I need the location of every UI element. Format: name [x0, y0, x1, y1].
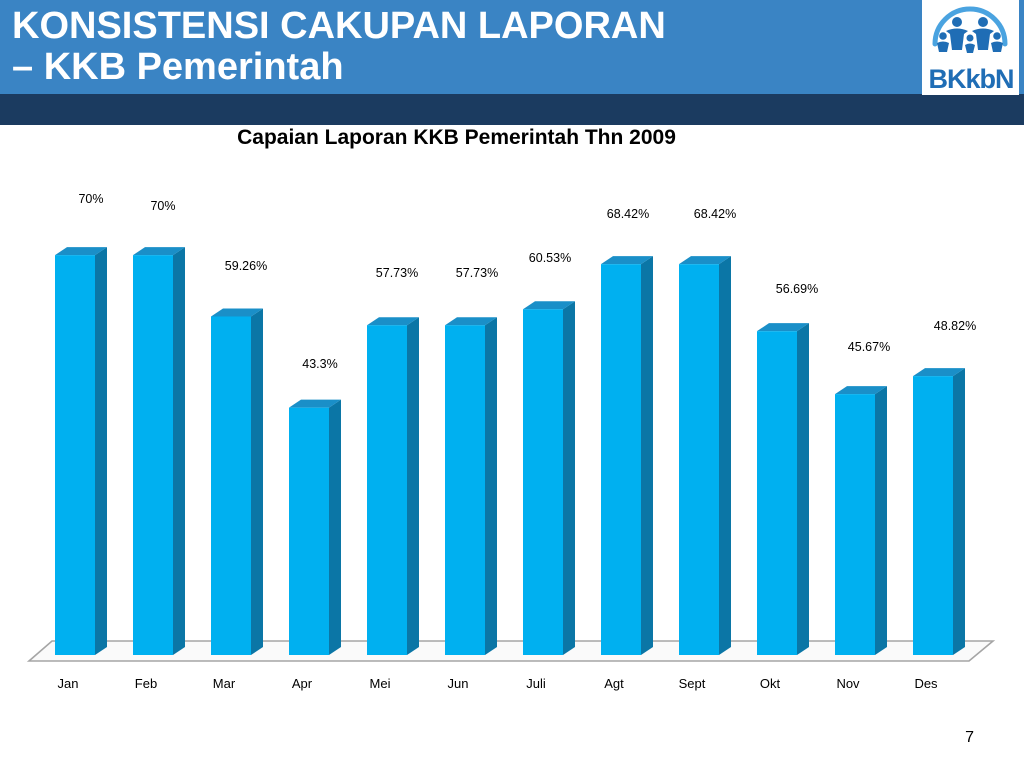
x-axis-tick-labels: Jan Feb Mar Apr Mei Jun Juli Agt Sept Okt Nov Des [58, 676, 939, 691]
slide-title-line-1: KONSISTENSI CAKUPAN LAPORAN [12, 5, 666, 47]
x-tick-label-jun: Jun [448, 676, 469, 691]
bar-mar [211, 308, 263, 655]
logo-arch [932, 6, 1008, 47]
bar-side-face [173, 247, 185, 655]
page-number: 7 [965, 729, 974, 746]
x-tick-label-des: Des [914, 676, 938, 691]
bar-front-face [133, 255, 173, 655]
bar-side-face [953, 368, 965, 655]
bar-front-face [445, 325, 485, 655]
bar-sept [679, 256, 731, 655]
x-tick-label-nov: Nov [836, 676, 860, 691]
bar-front-face [601, 264, 641, 655]
data-label-agt: 68.42% [607, 207, 649, 221]
bar-des [913, 368, 965, 655]
x-tick-label-apr: Apr [292, 676, 313, 691]
bar-feb [133, 247, 185, 655]
bar-top-face [913, 368, 965, 377]
bar-side-face [563, 301, 575, 655]
bar-top-face [757, 323, 809, 332]
bar-top-face [445, 317, 497, 326]
x-tick-label-mar: Mar [213, 676, 236, 691]
bar-jan [55, 247, 107, 655]
bar-side-face [95, 247, 107, 655]
bar-side-face [719, 256, 731, 655]
bar-side-face [251, 308, 263, 655]
bar-front-face [523, 309, 563, 655]
slide-title: KONSISTENSI CAKUPAN LAPORAN – KKB Pemeri… [12, 6, 666, 88]
bar-top-face [523, 301, 575, 310]
bar-side-face [407, 317, 419, 655]
bar-top-face [679, 256, 731, 265]
data-labels: 70% 70% 59.26% 43.3% 57.73% 57.73% 60.53% 68.42… [78, 192, 976, 371]
data-label-mei: 57.73% [376, 266, 418, 280]
bar-series [55, 247, 965, 655]
bkkbn-family-logo-icon: BKkbN [928, 6, 1015, 94]
bar-chart: 70% 70% 59.26% 43.3% 57.73% 57.73% 60.53% 68.42… [26, 192, 996, 691]
bar-side-face [797, 323, 809, 655]
x-tick-label-sept: Sept [679, 676, 706, 691]
bar-side-face [641, 256, 653, 655]
logo-family-figures [937, 17, 1003, 53]
data-label-okt: 56.69% [776, 282, 818, 296]
bar-front-face [913, 376, 953, 655]
bar-juli [523, 301, 575, 655]
bar-okt [757, 323, 809, 655]
bar-front-face [679, 264, 719, 655]
bar-side-face [485, 317, 497, 655]
logo-text: BKkbN [928, 64, 1013, 94]
bar-top-face [289, 399, 341, 408]
x-tick-label-feb: Feb [135, 676, 157, 691]
bar-front-face [289, 407, 329, 655]
data-label-mar: 59.26% [225, 259, 267, 273]
x-tick-label-agt: Agt [604, 676, 624, 691]
header-band [0, 0, 1024, 94]
x-tick-label-okt: Okt [760, 676, 781, 691]
bar-nov [835, 386, 887, 655]
x-tick-label-juli: Juli [526, 676, 546, 691]
data-label-des: 48.82% [934, 319, 976, 333]
bar-top-face [835, 386, 887, 395]
bar-mei [367, 317, 419, 655]
data-label-feb: 70% [150, 199, 175, 213]
bar-front-face [757, 331, 797, 655]
bar-top-face [601, 256, 653, 265]
bar-front-face [211, 316, 251, 655]
bar-top-face [211, 308, 263, 317]
bar-agt [601, 256, 653, 655]
data-label-jan: 70% [78, 192, 103, 206]
bar-front-face [55, 255, 95, 655]
bar-top-face [133, 247, 185, 256]
bkkbn-logo: BKkbN [922, 0, 1019, 95]
bar-jun [445, 317, 497, 655]
header-strip [0, 94, 1024, 125]
bar-apr [289, 399, 341, 655]
data-label-jun: 57.73% [456, 266, 498, 280]
bar-top-face [55, 247, 107, 256]
slide-title-line-2: – KKB Pemerintah [12, 46, 344, 88]
bar-front-face [835, 394, 875, 655]
x-tick-label-jan: Jan [58, 676, 79, 691]
x-tick-label-mei: Mei [370, 676, 391, 691]
bar-front-face [367, 325, 407, 655]
bar-top-face [367, 317, 419, 326]
bar-side-face [875, 386, 887, 655]
chart-title: Capaian Laporan KKB Pemerintah Thn 2009 [237, 126, 676, 149]
bar-side-face [329, 399, 341, 655]
data-label-apr: 43.3% [302, 357, 337, 371]
chart-floor [26, 640, 996, 662]
data-label-nov: 45.67% [848, 340, 890, 354]
data-label-juli: 60.53% [529, 251, 571, 265]
data-label-sept: 68.42% [694, 207, 736, 221]
